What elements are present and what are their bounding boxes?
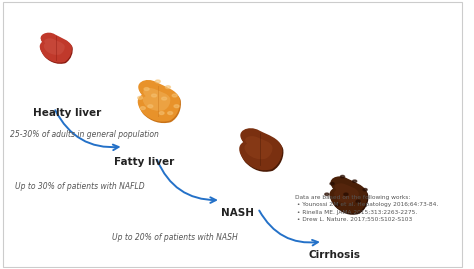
Text: Up to 30% of patients with NAFLD: Up to 30% of patients with NAFLD xyxy=(15,182,144,191)
Circle shape xyxy=(335,204,339,206)
Circle shape xyxy=(140,107,146,109)
Circle shape xyxy=(353,180,357,182)
PathPatch shape xyxy=(334,183,359,204)
PathPatch shape xyxy=(139,82,181,123)
Circle shape xyxy=(152,94,156,97)
Text: NASH: NASH xyxy=(221,208,254,218)
PathPatch shape xyxy=(245,136,273,159)
Circle shape xyxy=(159,112,164,115)
PathPatch shape xyxy=(44,38,65,55)
Text: 25-30% of adults in general population: 25-30% of adults in general population xyxy=(10,130,159,139)
Circle shape xyxy=(340,175,345,178)
Circle shape xyxy=(363,189,367,191)
PathPatch shape xyxy=(239,128,283,170)
PathPatch shape xyxy=(40,34,73,64)
Circle shape xyxy=(172,94,177,97)
Circle shape xyxy=(138,96,143,99)
Circle shape xyxy=(165,86,171,89)
Circle shape xyxy=(344,193,348,196)
PathPatch shape xyxy=(240,130,283,172)
Circle shape xyxy=(148,105,153,108)
PathPatch shape xyxy=(143,88,170,111)
PathPatch shape xyxy=(40,33,72,63)
Text: Up to 20% of patients with NASH: Up to 20% of patients with NASH xyxy=(112,233,237,242)
Circle shape xyxy=(174,105,179,108)
Circle shape xyxy=(330,182,334,185)
Circle shape xyxy=(168,112,173,115)
PathPatch shape xyxy=(138,80,180,122)
PathPatch shape xyxy=(329,176,367,213)
Text: Data are based on the following works:
 • Younossi ZM et al. Hepatology 2016;64:: Data are based on the following works: •… xyxy=(295,195,438,222)
Circle shape xyxy=(356,200,360,203)
Circle shape xyxy=(325,193,329,196)
Text: Healty liver: Healty liver xyxy=(33,108,101,118)
Circle shape xyxy=(144,88,149,90)
Text: Fatty liver: Fatty liver xyxy=(114,157,174,167)
Circle shape xyxy=(155,80,160,83)
Circle shape xyxy=(162,97,167,100)
Text: Cirrhosis: Cirrhosis xyxy=(309,250,361,260)
PathPatch shape xyxy=(330,178,368,215)
